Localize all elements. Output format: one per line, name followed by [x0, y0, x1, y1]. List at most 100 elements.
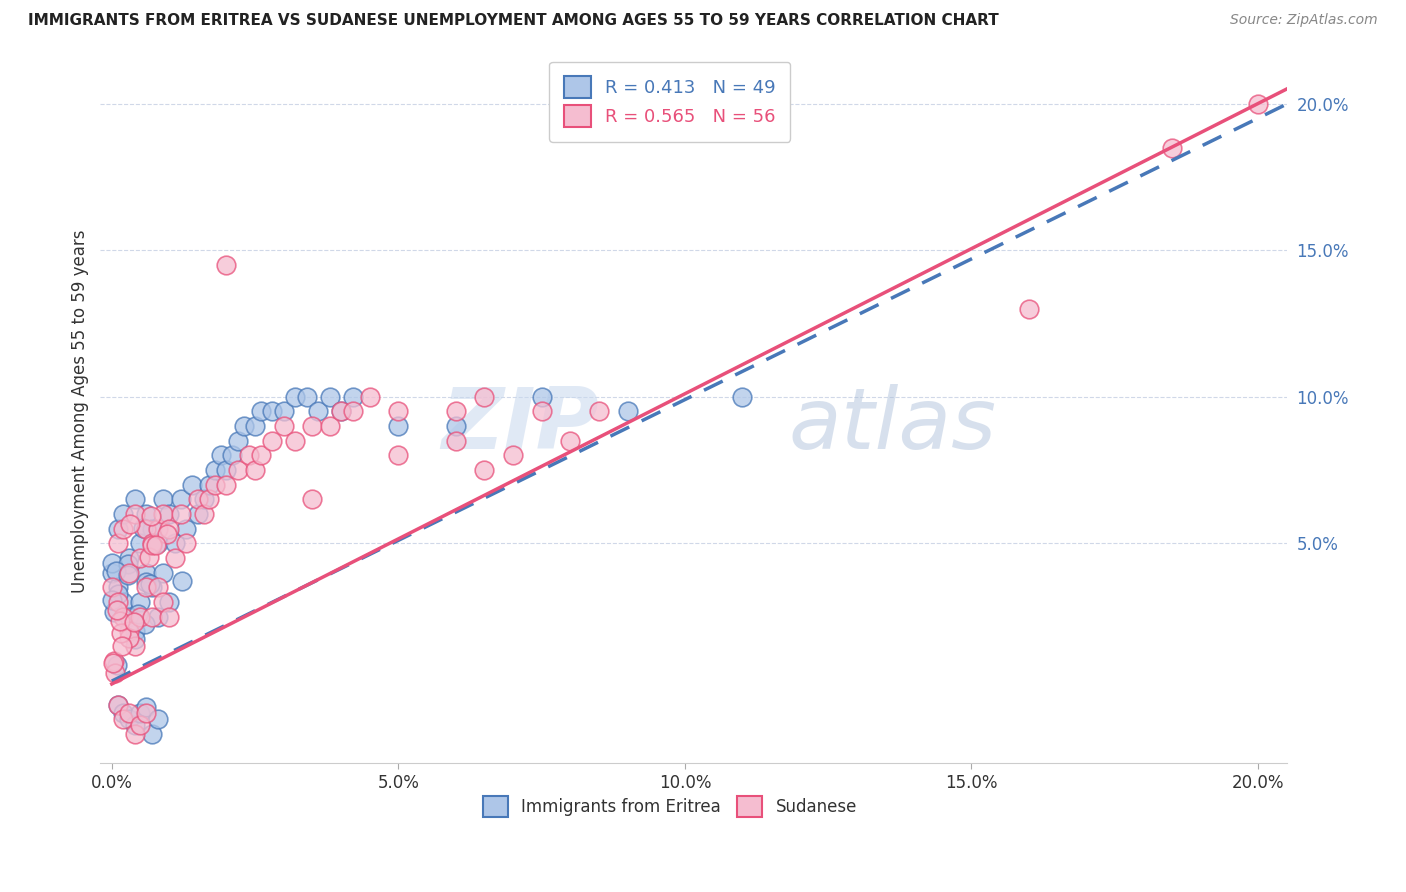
- Point: [472, 390, 495, 404]
- Point: [273, 404, 295, 418]
- Point: [204, 463, 226, 477]
- Point: [141, 538, 163, 552]
- Point: [330, 404, 353, 418]
- Point: [157, 522, 180, 536]
- Point: [107, 522, 129, 536]
- Point: [129, 718, 152, 732]
- Point: [284, 434, 307, 448]
- Point: [301, 492, 323, 507]
- Point: [307, 404, 329, 418]
- Point: [101, 556, 124, 570]
- Point: [135, 522, 157, 536]
- Point: [141, 609, 163, 624]
- Point: [124, 492, 146, 507]
- Point: [112, 522, 135, 536]
- Point: [112, 507, 135, 521]
- Point: [209, 448, 232, 462]
- Point: [146, 522, 169, 536]
- Point: [530, 404, 553, 418]
- Point: [135, 566, 157, 580]
- Point: [134, 617, 156, 632]
- Point: [560, 434, 582, 448]
- Point: [108, 614, 131, 628]
- Point: [118, 706, 141, 721]
- Point: [238, 448, 260, 462]
- Point: [107, 698, 129, 712]
- Point: [273, 419, 295, 434]
- Text: atlas: atlas: [789, 384, 997, 467]
- Point: [132, 521, 155, 535]
- Point: [124, 507, 146, 521]
- Point: [157, 595, 180, 609]
- Point: [152, 492, 174, 507]
- Legend: Immigrants from Eritrea, Sudanese: Immigrants from Eritrea, Sudanese: [474, 789, 865, 825]
- Point: [284, 390, 307, 404]
- Point: [111, 639, 134, 653]
- Point: [107, 595, 129, 609]
- Point: [101, 657, 124, 671]
- Point: [198, 477, 221, 491]
- Point: [107, 580, 129, 594]
- Point: [530, 390, 553, 404]
- Point: [262, 434, 284, 448]
- Point: [152, 595, 174, 609]
- Point: [204, 477, 226, 491]
- Point: [139, 577, 162, 591]
- Point: [243, 419, 266, 434]
- Point: [232, 419, 254, 434]
- Point: [221, 448, 243, 462]
- Point: [105, 657, 128, 672]
- Point: [135, 575, 157, 590]
- Point: [129, 536, 152, 550]
- Point: [118, 609, 141, 624]
- Point: [129, 609, 152, 624]
- Point: [107, 698, 129, 712]
- Point: [169, 507, 191, 521]
- Point: [152, 507, 174, 521]
- Point: [181, 477, 204, 491]
- Point: [124, 727, 146, 741]
- Point: [135, 507, 157, 521]
- Point: [295, 390, 318, 404]
- Point: [124, 632, 146, 646]
- Text: ZIP: ZIP: [441, 384, 599, 467]
- Point: [146, 580, 169, 594]
- Point: [1161, 140, 1184, 154]
- Point: [502, 448, 524, 462]
- Point: [141, 536, 163, 550]
- Point: [141, 580, 163, 594]
- Point: [112, 706, 135, 721]
- Point: [301, 419, 323, 434]
- Point: [249, 404, 271, 418]
- Point: [444, 404, 467, 418]
- Point: [135, 700, 157, 714]
- Point: [101, 592, 124, 607]
- Point: [318, 419, 340, 434]
- Point: [146, 712, 169, 726]
- Point: [157, 609, 180, 624]
- Point: [103, 666, 125, 681]
- Point: [135, 706, 157, 721]
- Point: [146, 609, 169, 624]
- Point: [249, 448, 271, 462]
- Point: [110, 625, 132, 640]
- Point: [103, 605, 125, 619]
- Point: [118, 550, 141, 565]
- Point: [157, 507, 180, 521]
- Point: [124, 624, 146, 639]
- Point: [215, 477, 238, 491]
- Point: [359, 390, 381, 404]
- Point: [141, 522, 163, 536]
- Point: [163, 550, 186, 565]
- Point: [330, 404, 353, 418]
- Point: [118, 631, 141, 645]
- Point: [342, 404, 364, 418]
- Point: [176, 536, 198, 550]
- Point: [226, 434, 249, 448]
- Point: [139, 509, 162, 524]
- Point: [215, 258, 238, 272]
- Point: [118, 624, 141, 639]
- Point: [318, 390, 340, 404]
- Point: [156, 527, 179, 541]
- Point: [103, 654, 125, 668]
